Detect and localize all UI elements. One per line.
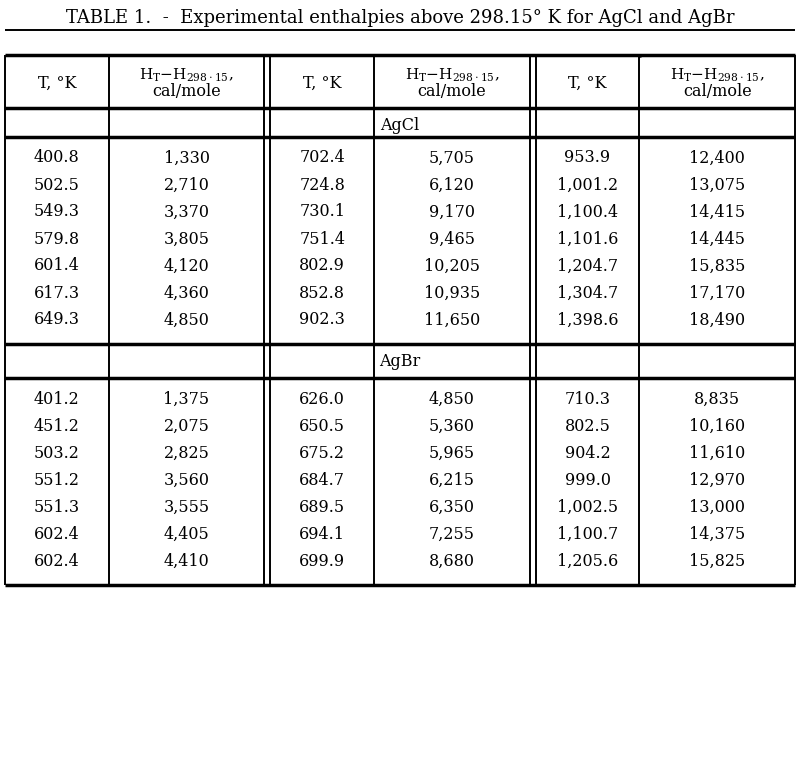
Text: 7,255: 7,255: [429, 526, 475, 543]
Text: 400.8: 400.8: [34, 150, 80, 166]
Text: 12,970: 12,970: [689, 472, 746, 489]
Text: 1,398.6: 1,398.6: [557, 311, 618, 329]
Text: cal/mole: cal/mole: [152, 83, 221, 101]
Text: 602.4: 602.4: [34, 553, 80, 570]
Text: 649.3: 649.3: [34, 311, 80, 329]
Text: °: °: [637, 56, 642, 65]
Text: 8,680: 8,680: [429, 553, 475, 570]
Text: 904.2: 904.2: [565, 445, 610, 462]
Text: 6,350: 6,350: [429, 499, 475, 516]
Text: 12,400: 12,400: [690, 150, 745, 166]
Text: 730.1: 730.1: [299, 204, 346, 221]
Text: 18,490: 18,490: [689, 311, 746, 329]
Text: 1,205.6: 1,205.6: [557, 553, 618, 570]
Text: 14,375: 14,375: [689, 526, 746, 543]
Text: °: °: [106, 108, 111, 117]
Text: 999.0: 999.0: [565, 472, 610, 489]
Text: 4,120: 4,120: [164, 257, 210, 275]
Text: T, °K: T, °K: [568, 75, 606, 92]
Text: cal/mole: cal/mole: [683, 83, 751, 101]
Text: 451.2: 451.2: [34, 418, 80, 435]
Text: 601.4: 601.4: [34, 257, 80, 275]
Text: 13,075: 13,075: [689, 176, 746, 194]
Text: 551.3: 551.3: [34, 499, 80, 516]
Text: 1,304.7: 1,304.7: [557, 285, 618, 301]
Text: 10,160: 10,160: [689, 418, 746, 435]
Text: 699.9: 699.9: [299, 553, 346, 570]
Text: 14,445: 14,445: [690, 230, 746, 247]
Text: 14,415: 14,415: [689, 204, 746, 221]
Text: 689.5: 689.5: [299, 499, 346, 516]
Text: 3,560: 3,560: [163, 472, 210, 489]
Text: 684.7: 684.7: [299, 472, 346, 489]
Text: $\mathregular{H_T}$$-$$\mathregular{H_{298 \cdot 15}}$,: $\mathregular{H_T}$$-$$\mathregular{H_{2…: [405, 66, 499, 84]
Text: 9,170: 9,170: [429, 204, 475, 221]
Text: 5,965: 5,965: [429, 445, 475, 462]
Text: 2,825: 2,825: [163, 445, 210, 462]
Text: 9,465: 9,465: [429, 230, 475, 247]
Text: 3,370: 3,370: [163, 204, 210, 221]
Text: AgCl: AgCl: [380, 117, 420, 134]
Text: 13,000: 13,000: [690, 499, 746, 516]
Text: TABLE 1.  -  Experimental enthalpies above 298.15° K for AgCl and AgBr: TABLE 1. - Experimental enthalpies above…: [66, 9, 734, 27]
Text: 4,850: 4,850: [163, 311, 210, 329]
Text: AgBr: AgBr: [379, 353, 421, 370]
Text: $\mathregular{H_T}$$-$$\mathregular{H_{298 \cdot 15}}$,: $\mathregular{H_T}$$-$$\mathregular{H_{2…: [670, 66, 765, 84]
Text: 1,330: 1,330: [163, 150, 210, 166]
Text: 1,375: 1,375: [163, 391, 210, 408]
Text: 5,360: 5,360: [429, 418, 475, 435]
Text: 503.2: 503.2: [34, 445, 80, 462]
Text: 650.5: 650.5: [299, 418, 346, 435]
Text: 6,120: 6,120: [429, 176, 475, 194]
Text: 4,850: 4,850: [429, 391, 475, 408]
Text: 675.2: 675.2: [299, 445, 346, 462]
Text: 4,360: 4,360: [163, 285, 210, 301]
Text: 1,002.5: 1,002.5: [557, 499, 618, 516]
Text: T, °K: T, °K: [303, 75, 342, 92]
Text: 5,705: 5,705: [429, 150, 475, 166]
Text: 1,204.7: 1,204.7: [557, 257, 618, 275]
Text: 4,410: 4,410: [164, 553, 210, 570]
Text: 802.9: 802.9: [299, 257, 345, 275]
Text: 1,001.2: 1,001.2: [557, 176, 618, 194]
Text: 579.8: 579.8: [34, 230, 80, 247]
Text: 10,935: 10,935: [424, 285, 480, 301]
Text: 802.5: 802.5: [565, 418, 610, 435]
Text: 1,101.6: 1,101.6: [557, 230, 618, 247]
Text: 852.8: 852.8: [299, 285, 346, 301]
Text: 6,215: 6,215: [429, 472, 475, 489]
Text: 2,075: 2,075: [163, 418, 210, 435]
Text: 4,405: 4,405: [164, 526, 210, 543]
Text: 1,100.7: 1,100.7: [557, 526, 618, 543]
Text: 15,835: 15,835: [689, 257, 746, 275]
Text: 751.4: 751.4: [299, 230, 346, 247]
Text: 1,100.4: 1,100.4: [557, 204, 618, 221]
Text: 2,710: 2,710: [163, 176, 210, 194]
Text: cal/mole: cal/mole: [418, 83, 486, 101]
Text: 11,610: 11,610: [689, 445, 746, 462]
Text: 710.3: 710.3: [565, 391, 610, 408]
Text: 902.3: 902.3: [299, 311, 345, 329]
Text: 10,205: 10,205: [424, 257, 480, 275]
Text: 11,650: 11,650: [424, 311, 480, 329]
Text: 702.4: 702.4: [299, 150, 345, 166]
Text: 502.5: 502.5: [34, 176, 80, 194]
Text: 401.2: 401.2: [34, 391, 80, 408]
Text: 549.3: 549.3: [34, 204, 80, 221]
Text: 953.9: 953.9: [565, 150, 610, 166]
Text: T, °K: T, °K: [38, 75, 76, 92]
Text: 8,835: 8,835: [694, 391, 740, 408]
Text: 3,555: 3,555: [163, 499, 210, 516]
Text: 17,170: 17,170: [689, 285, 746, 301]
Text: $\mathregular{H_T}$$-$$\mathregular{H_{298 \cdot 15}}$,: $\mathregular{H_T}$$-$$\mathregular{H_{2…: [139, 66, 234, 84]
Text: 551.2: 551.2: [34, 472, 80, 489]
Text: 602.4: 602.4: [34, 526, 80, 543]
Text: 15,825: 15,825: [689, 553, 746, 570]
Text: 694.1: 694.1: [299, 526, 346, 543]
Text: 724.8: 724.8: [299, 176, 345, 194]
Text: 3,805: 3,805: [163, 230, 210, 247]
Text: 626.0: 626.0: [299, 391, 345, 408]
Text: 617.3: 617.3: [34, 285, 80, 301]
